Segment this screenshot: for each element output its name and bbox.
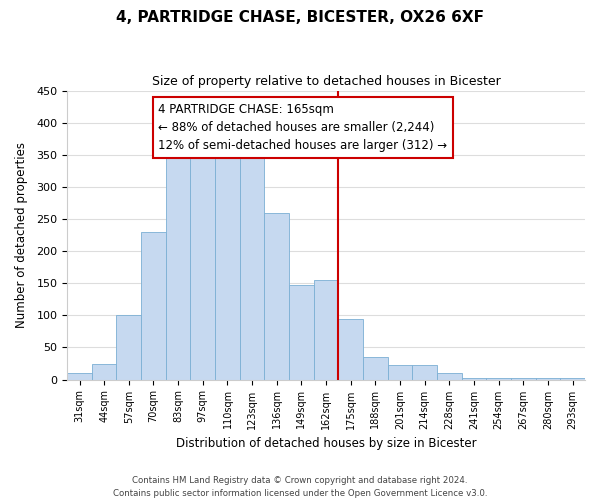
Bar: [388, 366, 412, 380]
Bar: [487, 378, 511, 380]
Text: Contains HM Land Registry data © Crown copyright and database right 2024.
Contai: Contains HM Land Registry data © Crown c…: [113, 476, 487, 498]
Bar: [338, 318, 363, 380]
Bar: [215, 140, 240, 380]
Bar: [67, 373, 92, 380]
Y-axis label: Number of detached properties: Number of detached properties: [15, 142, 28, 328]
Bar: [240, 150, 265, 380]
Bar: [536, 378, 560, 380]
Bar: [92, 364, 116, 380]
Bar: [265, 212, 289, 380]
Bar: [363, 357, 388, 380]
Bar: [560, 378, 585, 380]
X-axis label: Distribution of detached houses by size in Bicester: Distribution of detached houses by size …: [176, 437, 476, 450]
Bar: [462, 378, 487, 380]
Bar: [412, 366, 437, 380]
Bar: [166, 145, 190, 380]
Text: 4 PARTRIDGE CHASE: 165sqm
← 88% of detached houses are smaller (2,244)
12% of se: 4 PARTRIDGE CHASE: 165sqm ← 88% of detac…: [158, 104, 448, 152]
Bar: [511, 378, 536, 380]
Bar: [314, 280, 338, 380]
Bar: [289, 284, 314, 380]
Bar: [437, 373, 462, 380]
Text: 4, PARTRIDGE CHASE, BICESTER, OX26 6XF: 4, PARTRIDGE CHASE, BICESTER, OX26 6XF: [116, 10, 484, 25]
Title: Size of property relative to detached houses in Bicester: Size of property relative to detached ho…: [152, 75, 500, 88]
Bar: [190, 142, 215, 380]
Bar: [141, 232, 166, 380]
Bar: [116, 316, 141, 380]
